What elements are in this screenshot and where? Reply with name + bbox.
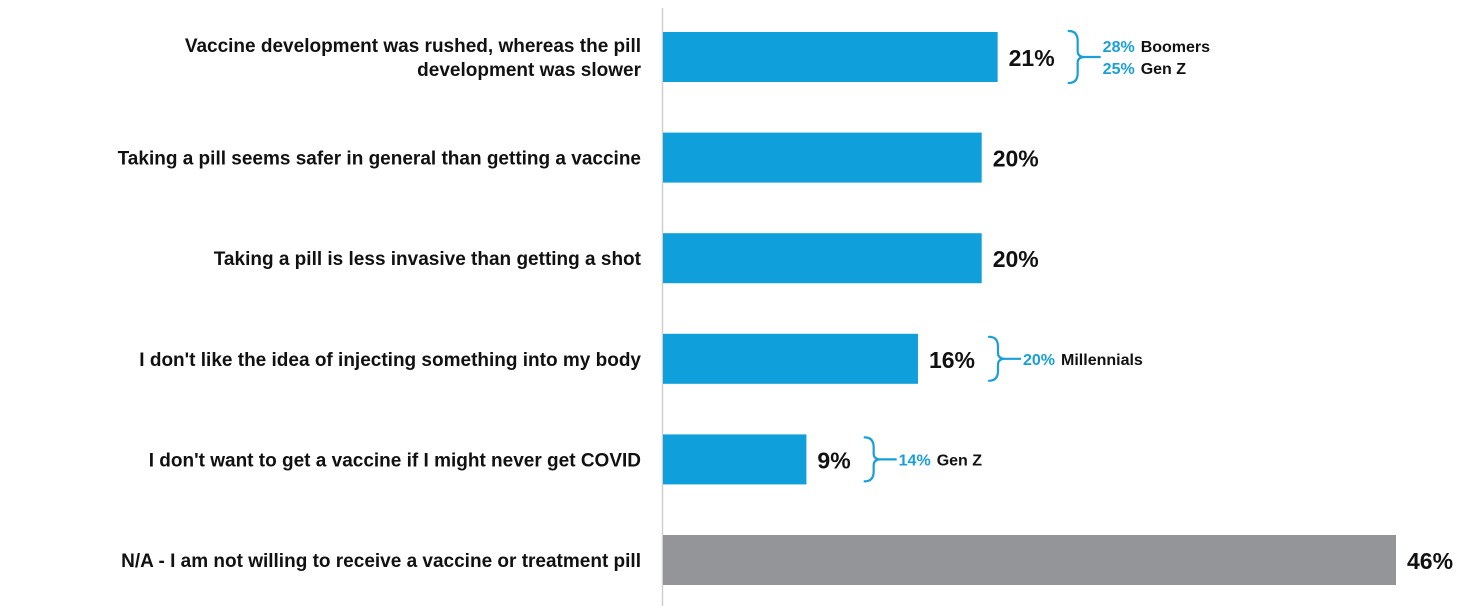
annotation-group: Millennials <box>1061 352 1143 369</box>
bar <box>663 434 807 485</box>
bar <box>663 535 1396 585</box>
annotation-group: Boomers <box>1141 39 1210 56</box>
brace-icon <box>987 335 1007 382</box>
annotation-percent: 14% <box>899 452 931 469</box>
annotation-percent: 25% <box>1103 61 1135 78</box>
bar <box>663 32 998 82</box>
value-label: 21% <box>1009 45 1055 71</box>
value-label: 9% <box>817 447 850 473</box>
category-label: N/A - I am not willing to receive a vacc… <box>121 551 641 572</box>
annotation-group: Gen Z <box>937 452 983 469</box>
value-label: 20% <box>993 246 1039 272</box>
annotation-percent: 28% <box>1103 39 1135 56</box>
category-label: Taking a pill is less invasive than gett… <box>214 249 642 270</box>
annotation-percent: 20% <box>1023 352 1055 369</box>
bar <box>663 132 982 183</box>
bar <box>663 333 918 384</box>
category-label: Taking a pill seems safer in general tha… <box>118 149 641 170</box>
brace-icon <box>863 436 882 483</box>
category-label: Vaccine development was rushed, whereas … <box>185 36 641 57</box>
category-label: I don't want to get a vaccine if I might… <box>149 450 641 471</box>
annotation-group: Gen Z <box>1141 61 1187 78</box>
bar <box>663 233 982 284</box>
value-label: 20% <box>993 146 1039 172</box>
category-label: I don't like the idea of injecting somet… <box>139 350 641 371</box>
value-label: 46% <box>1407 548 1453 574</box>
value-label: 16% <box>929 347 975 373</box>
category-label: development was slower <box>417 60 641 81</box>
brace-icon <box>1067 29 1086 85</box>
